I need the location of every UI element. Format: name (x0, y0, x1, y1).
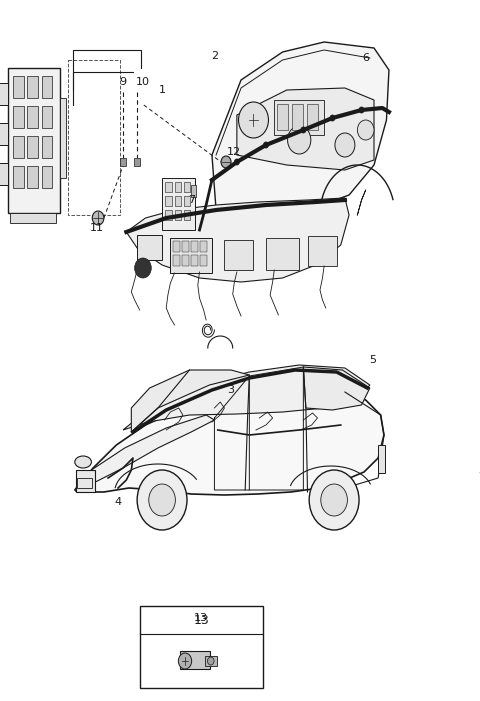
Bar (42, 136, 52, 158)
Bar (191, 185, 196, 197)
Text: 2: 2 (211, 51, 218, 61)
Bar (166, 182, 172, 192)
Circle shape (288, 126, 311, 154)
Text: 13: 13 (194, 613, 208, 623)
Bar (266, 238, 299, 270)
Circle shape (359, 107, 364, 113)
Bar (173, 255, 180, 266)
Text: 10: 10 (136, 77, 150, 87)
Circle shape (358, 120, 374, 140)
Bar (182, 255, 189, 266)
Text: 1: 1 (158, 85, 166, 95)
Bar (182, 241, 189, 252)
Bar (13, 166, 24, 188)
Polygon shape (212, 42, 389, 220)
Bar (307, 104, 318, 130)
Text: 3: 3 (228, 385, 235, 395)
Bar (0, 83, 8, 105)
Polygon shape (75, 415, 215, 492)
Bar (173, 241, 180, 252)
Bar (175, 210, 181, 220)
Bar (191, 241, 198, 252)
Bar (274, 100, 324, 135)
Polygon shape (123, 365, 370, 430)
Text: 8: 8 (479, 467, 480, 477)
Circle shape (135, 258, 151, 278)
Polygon shape (303, 367, 370, 410)
Bar (13, 106, 24, 128)
Circle shape (179, 653, 192, 669)
Text: 7: 7 (188, 195, 195, 205)
Text: 13: 13 (193, 613, 209, 627)
Circle shape (264, 142, 268, 148)
Text: 6: 6 (362, 53, 369, 63)
Circle shape (137, 470, 187, 530)
Ellipse shape (75, 456, 91, 468)
Circle shape (149, 484, 175, 516)
Bar (8, 68, 60, 213)
Circle shape (207, 657, 214, 665)
Text: 11: 11 (89, 223, 103, 233)
Bar (27, 166, 38, 188)
Bar (140, 606, 263, 688)
Circle shape (221, 156, 231, 168)
Bar (200, 241, 207, 252)
Bar (292, 104, 303, 130)
Bar (27, 76, 38, 98)
Bar (27, 136, 38, 158)
Bar (225, 240, 253, 270)
Bar (0, 163, 8, 185)
Polygon shape (75, 390, 384, 495)
Bar (42, 76, 52, 98)
Bar (170, 238, 212, 273)
Bar (175, 196, 181, 206)
Circle shape (330, 115, 335, 121)
Text: 4: 4 (114, 497, 121, 507)
Bar (60, 98, 67, 178)
Circle shape (321, 484, 348, 516)
Polygon shape (126, 198, 349, 282)
Polygon shape (237, 88, 374, 170)
Bar (42, 166, 52, 188)
Bar (27, 106, 38, 128)
Bar (134, 158, 141, 166)
Circle shape (309, 470, 359, 530)
Bar (120, 158, 126, 166)
Bar (175, 182, 181, 192)
Bar (308, 236, 336, 266)
Bar (184, 210, 191, 220)
Bar (378, 445, 385, 473)
Bar (200, 255, 207, 266)
Bar (10, 213, 56, 223)
Bar (205, 656, 216, 666)
Text: 5: 5 (369, 355, 376, 365)
Circle shape (234, 159, 240, 165)
Bar (13, 76, 24, 98)
Text: 9: 9 (120, 77, 127, 87)
Bar (76, 470, 95, 492)
Bar (180, 651, 210, 669)
Text: 12: 12 (228, 147, 241, 157)
Bar (184, 196, 191, 206)
Bar (162, 178, 195, 230)
Circle shape (335, 133, 355, 157)
Bar (166, 210, 172, 220)
Polygon shape (132, 370, 249, 432)
Bar (191, 255, 198, 266)
Bar (68, 60, 120, 215)
Bar (277, 104, 288, 130)
Circle shape (239, 102, 268, 138)
Bar (77, 478, 92, 488)
Bar (42, 106, 52, 128)
Bar (0, 123, 8, 145)
Circle shape (92, 211, 104, 225)
Bar (137, 235, 162, 260)
Circle shape (301, 127, 306, 133)
Bar (13, 136, 24, 158)
Bar (184, 182, 191, 192)
Bar (166, 196, 172, 206)
